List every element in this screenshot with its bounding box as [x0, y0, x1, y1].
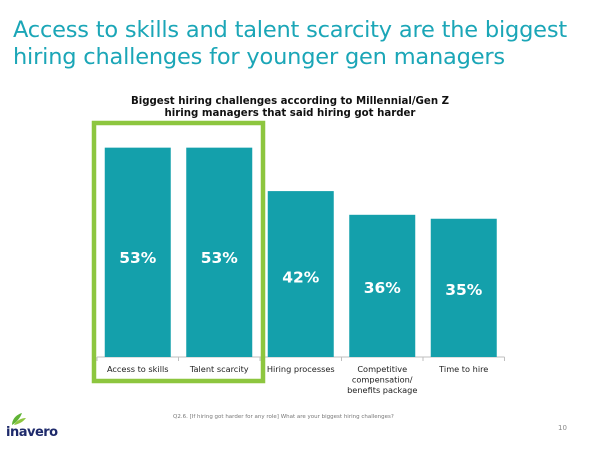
x-tick-label: Time to hire [438, 364, 488, 374]
bar [104, 147, 171, 357]
x-tick-label: Hiring processes [267, 364, 335, 374]
slide-title: Access to skills and talent scarcity are… [13, 17, 567, 70]
x-tick-label: Access to skills [107, 364, 169, 374]
chart-title: Biggest hiring challenges according to M… [130, 96, 450, 119]
bar [349, 214, 416, 357]
logo-text: inavero [6, 425, 58, 440]
leaf-icon [12, 413, 26, 425]
data-label: 53% [201, 249, 239, 267]
footnote: Q2.6. [If hiring got harder for any role… [173, 414, 394, 420]
data-label: 36% [364, 279, 402, 297]
bar [267, 191, 334, 357]
data-label: 53% [119, 249, 157, 267]
bar [430, 218, 497, 357]
bar [186, 147, 253, 357]
page-number: 10 [558, 424, 567, 432]
x-tick-label: benefits package [347, 385, 417, 395]
inavero-logo: inavero [6, 412, 66, 442]
x-tick-label: compensation/ [352, 375, 413, 385]
x-tick-label: Competitive [357, 364, 407, 374]
highlight-box [91, 120, 266, 384]
data-label: 35% [445, 281, 483, 299]
x-tick-label: Talent scarcity [189, 364, 249, 374]
data-label: 42% [282, 268, 320, 286]
